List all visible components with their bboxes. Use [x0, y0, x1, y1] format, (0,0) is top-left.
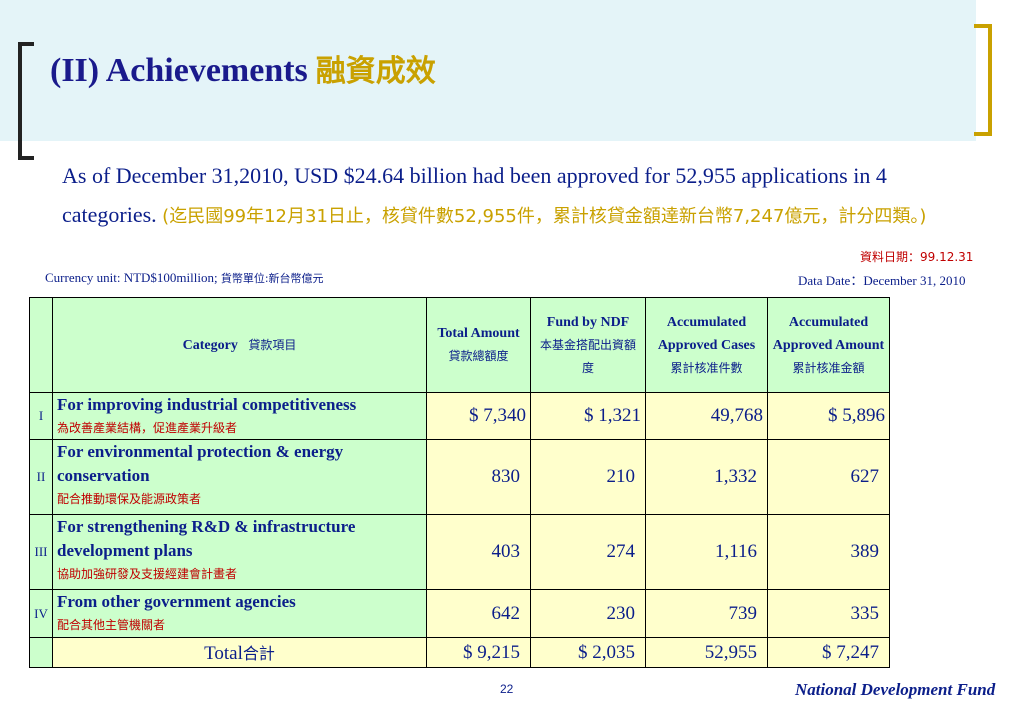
- summary-text: As of December 31,2010, USD $24.64 billi…: [62, 156, 957, 236]
- row-index: I: [29, 392, 53, 440]
- row-total: 642: [426, 589, 531, 638]
- data-date-zh: 資料日期：99.12.31: [860, 250, 974, 264]
- right-bracket-decoration: [974, 24, 992, 136]
- row-total: 830: [426, 439, 531, 515]
- data-date: Data Date：December 31, 2010: [798, 273, 966, 288]
- row-index: III: [29, 514, 53, 590]
- summary-en: As of December 31,2010, USD $24.64 billi…: [62, 163, 887, 227]
- currency-unit-en: Currency unit: NTD$100million;: [45, 270, 218, 285]
- slide-title-en: (II) Achievements: [50, 52, 308, 89]
- row-index: IV: [29, 589, 53, 638]
- total-row-label: Total合計: [52, 637, 427, 668]
- header-total-amount: Total Amount 貸款總額度: [426, 297, 531, 393]
- slide-title: (II) Achievements 融資成效: [50, 46, 436, 90]
- table-row: I For improving industrial competitivene…: [29, 392, 890, 440]
- total-row-total: $ 9,215: [426, 637, 531, 668]
- row-total: $ 7,340: [426, 392, 531, 440]
- row-category: For improving industrial competitiveness…: [52, 392, 427, 440]
- total-row-fund: $ 2,035: [530, 637, 646, 668]
- table-header-row: Category 貸款項目 Total Amount 貸款總額度 Fund by …: [29, 297, 890, 393]
- row-index: II: [29, 439, 53, 515]
- row-fund: 210: [530, 439, 646, 515]
- table-row: IV From other government agencies 配合其他主管機…: [29, 589, 890, 638]
- row-category: For environmental protection & energy co…: [52, 439, 427, 515]
- header-index: [29, 297, 53, 393]
- header-fund-by-ndf: Fund by NDF 本基金搭配出資額度: [530, 297, 646, 393]
- table-row: II For environmental protection & energy…: [29, 439, 890, 515]
- row-amount: 335: [767, 589, 890, 638]
- title-band: [0, 0, 976, 141]
- row-cases: 739: [645, 589, 768, 638]
- table-row: III For strengthening R&D & infrastructu…: [29, 514, 890, 590]
- page-number: 22: [500, 682, 514, 696]
- total-row-index: [29, 637, 53, 668]
- currency-unit-zh: 貨幣單位:新台幣億元: [220, 272, 324, 285]
- row-fund: $ 1,321: [530, 392, 646, 440]
- summary-zh: (迄民國99年12月31日止，核貸件數52,955件，累計核貸金額達新台幣7,2…: [162, 206, 927, 227]
- row-fund: 274: [530, 514, 646, 590]
- footer-organization: National Development Fund: [795, 680, 996, 699]
- row-amount: $ 5,896: [767, 392, 890, 440]
- header-category: Category 貸款項目: [52, 297, 427, 393]
- achievements-table: Category 貸款項目 Total Amount 貸款總額度 Fund by …: [29, 297, 890, 668]
- header-accumulated-cases: Accumulated Approved Cases 累計核准件數: [645, 297, 768, 393]
- currency-unit: Currency unit: NTD$100million; 貨幣單位:新台幣億…: [45, 270, 324, 286]
- total-row-amount: $ 7,247: [767, 637, 890, 668]
- table-total-row: Total合計 $ 9,215 $ 2,035 52,955 $ 7,247: [29, 637, 890, 668]
- row-cases: 1,332: [645, 439, 768, 515]
- row-amount: 627: [767, 439, 890, 515]
- row-cases: 49,768: [645, 392, 768, 440]
- row-amount: 389: [767, 514, 890, 590]
- row-category: From other government agencies 配合其他主管機關者: [52, 589, 427, 638]
- slide-title-zh: 融資成效: [315, 54, 436, 89]
- row-cases: 1,116: [645, 514, 768, 590]
- row-total: 403: [426, 514, 531, 590]
- row-fund: 230: [530, 589, 646, 638]
- total-row-cases: 52,955: [645, 637, 768, 668]
- row-category: For strengthening R&D & infrastructure d…: [52, 514, 427, 590]
- left-bracket-decoration: [18, 42, 34, 160]
- header-accumulated-amount: Accumulated Approved Amount 累計核准金額: [767, 297, 890, 393]
